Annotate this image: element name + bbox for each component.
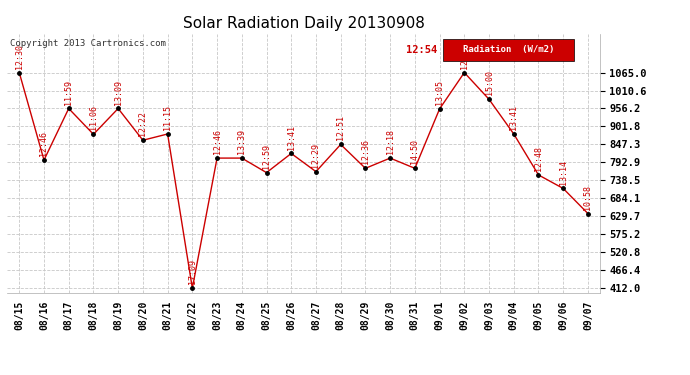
Text: 13:39: 13:39 [237,129,246,154]
Text: 12:54: 12:54 [460,44,469,69]
Title: Solar Radiation Daily 20130908: Solar Radiation Daily 20130908 [183,16,424,31]
Text: 13:14: 13:14 [559,159,568,184]
Text: Radiation  (W/m2): Radiation (W/m2) [462,45,554,54]
Text: 12:59: 12:59 [262,144,271,169]
Text: 12:48: 12:48 [534,146,543,171]
Text: 13:05: 13:05 [435,80,444,105]
Text: 10:58: 10:58 [584,184,593,210]
Text: Copyright 2013 Cartronics.com: Copyright 2013 Cartronics.com [10,39,166,48]
Text: 12:22: 12:22 [139,111,148,136]
Text: 14:50: 14:50 [411,140,420,164]
FancyBboxPatch shape [443,39,573,61]
Text: 12:51: 12:51 [336,116,345,141]
Text: 12:54: 12:54 [406,45,437,55]
Text: 17:09: 17:09 [188,259,197,284]
Text: 11:59: 11:59 [64,80,73,105]
Text: 12:46: 12:46 [39,131,48,156]
Text: 12:30: 12:30 [14,44,23,69]
Text: 11:15: 11:15 [163,105,172,130]
Text: 13:41: 13:41 [509,105,518,130]
Text: 13:41: 13:41 [287,124,296,150]
Text: 12:46: 12:46 [213,129,221,154]
Text: 15:00: 15:00 [484,70,493,95]
Text: 12:18: 12:18 [386,129,395,154]
Text: 12:36: 12:36 [361,140,370,164]
Text: 12:29: 12:29 [311,142,320,168]
Text: 11:06: 11:06 [89,105,98,130]
Text: 13:09: 13:09 [114,80,123,105]
